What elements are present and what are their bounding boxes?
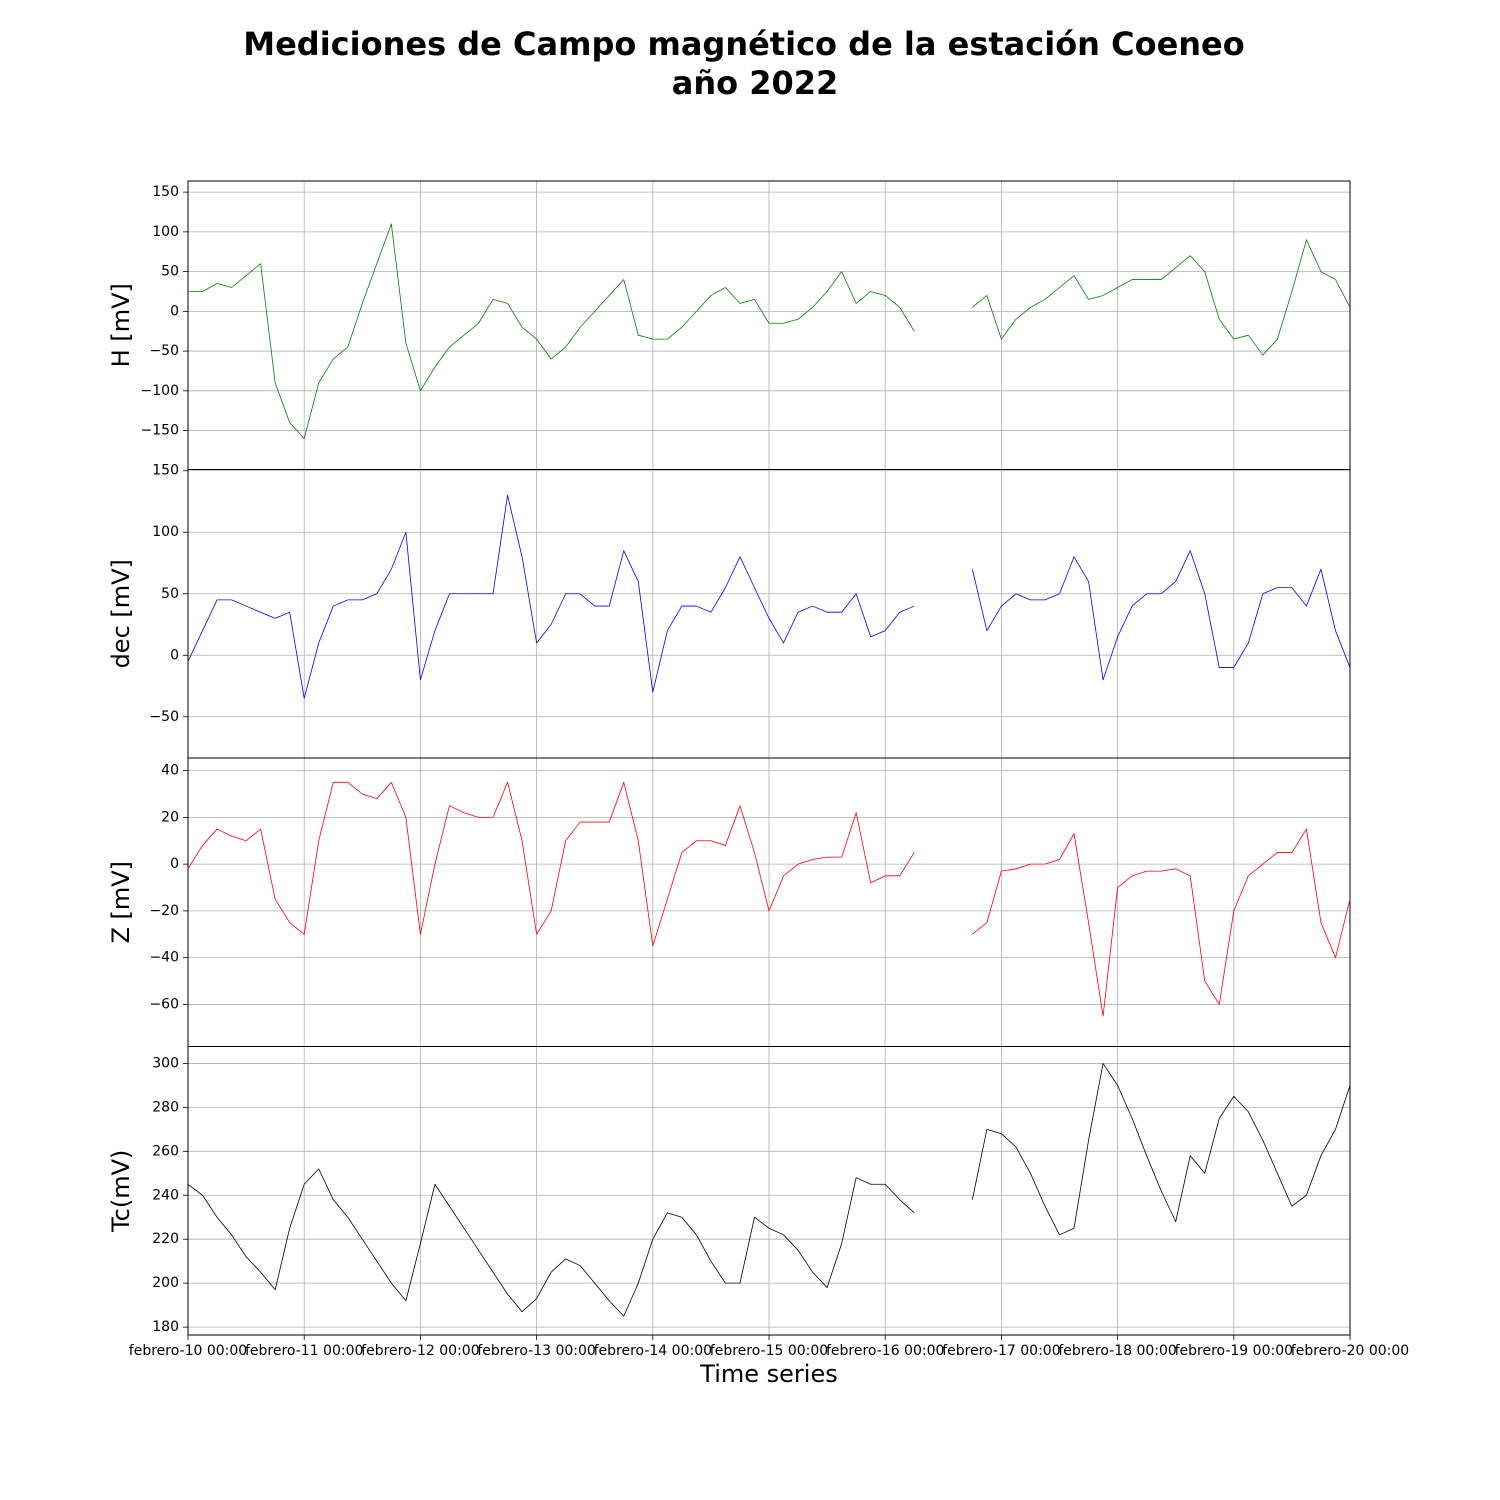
y-tick-label: −50: [149, 343, 179, 359]
x-tick-label: febrero-16 00:00: [826, 1343, 944, 1359]
x-tick-label: febrero-12 00:00: [361, 1343, 479, 1359]
y-tick-label: 50: [161, 586, 179, 602]
y-axis-label: Tc(mV): [107, 1150, 135, 1233]
y-tick-label: −100: [141, 383, 179, 399]
y-tick-label: 100: [152, 224, 179, 240]
y-axis-label: H [mV]: [107, 283, 135, 367]
y-tick-label: −20: [149, 903, 179, 919]
panel: −50 0 50 100 150 dec [mV]: [107, 463, 1351, 759]
y-tick-label: 50: [161, 264, 179, 280]
y-tick-label: 150: [152, 463, 179, 479]
y-axis-label: Z [mV]: [107, 861, 135, 944]
y-tick-label: 20: [161, 809, 179, 825]
y-tick-label: 180: [152, 1319, 179, 1335]
x-tick-label: febrero-20 00:00: [1291, 1343, 1409, 1359]
chart-title: Mediciones de Campo magnético de la esta…: [243, 25, 1244, 63]
data-line: [188, 223, 1351, 439]
y-tick-label: 220: [152, 1231, 179, 1247]
y-axis-label: dec [mV]: [107, 559, 135, 668]
y-tick-label: −150: [141, 423, 179, 439]
panel: 180 200 220 240 260 280 300 Tc(mV): [107, 1046, 1351, 1336]
x-tick-label: febrero-11 00:00: [245, 1343, 363, 1359]
x-tick-label: febrero-19 00:00: [1175, 1343, 1293, 1359]
x-tick-label: febrero-13 00:00: [477, 1343, 595, 1359]
x-tick-label: febrero-14 00:00: [594, 1343, 712, 1359]
y-tick-label: 0: [170, 647, 179, 663]
x-tick-label: febrero-10 00:00: [129, 1343, 247, 1359]
y-tick-label: 200: [152, 1275, 179, 1291]
y-tick-label: 100: [152, 524, 179, 540]
chart-title: año 2022: [672, 64, 839, 102]
y-tick-label: −60: [149, 996, 179, 1012]
x-tick-label: febrero-15 00:00: [710, 1343, 828, 1359]
x-axis-label: Time series: [699, 1360, 837, 1388]
y-tick-label: 260: [152, 1143, 179, 1159]
y-tick-label: 0: [170, 856, 179, 872]
data-line: [187, 781, 1351, 1017]
panel: −60 −40 −20 0 20 40 Z [mV]: [107, 757, 1351, 1047]
y-tick-label: 150: [152, 184, 179, 200]
data-line: [187, 1063, 1351, 1317]
y-tick-label: −40: [149, 950, 179, 966]
y-tick-label: 280: [152, 1099, 179, 1115]
y-tick-label: −50: [149, 709, 179, 725]
x-tick-label: febrero-18 00:00: [1058, 1343, 1176, 1359]
data-line: [187, 494, 1351, 699]
y-tick-label: 0: [170, 303, 179, 319]
y-tick-label: 300: [152, 1055, 179, 1071]
y-tick-label: 240: [152, 1187, 179, 1203]
x-tick-label: febrero-17 00:00: [942, 1343, 1060, 1359]
y-tick-label: 40: [161, 763, 179, 779]
panel: −150 −100 −50 0 50 100 150 H [mV]: [107, 180, 1351, 470]
